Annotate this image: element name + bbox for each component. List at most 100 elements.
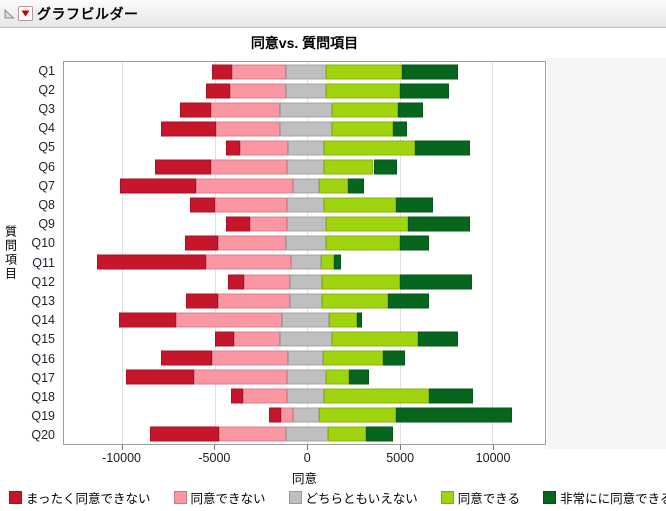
bar-segment[interactable]: [194, 369, 287, 385]
bar-segment[interactable]: [428, 388, 474, 404]
bar-segment[interactable]: [286, 388, 325, 404]
bar-segment[interactable]: [233, 331, 280, 347]
bar-segment[interactable]: [242, 388, 287, 404]
bar-segment[interactable]: [291, 254, 322, 270]
bar-segment[interactable]: [195, 178, 293, 194]
bar-segment[interactable]: [414, 140, 471, 156]
y-axis-category-label[interactable]: Q5: [38, 140, 55, 155]
bar-segment[interactable]: [407, 216, 471, 232]
bar-segment[interactable]: [327, 426, 367, 442]
bar-segment[interactable]: [321, 254, 335, 270]
bar-segment[interactable]: [212, 64, 233, 80]
legend-item[interactable]: 同意できる: [440, 488, 520, 507]
y-axis-category-label[interactable]: Q13: [31, 294, 55, 309]
bar-segment[interactable]: [225, 140, 240, 156]
bar-segment[interactable]: [205, 83, 230, 99]
y-axis-category-label[interactable]: Q9: [38, 217, 55, 232]
disclosure-triangle-icon[interactable]: [3, 7, 16, 20]
bar-segment[interactable]: [325, 369, 350, 385]
bar-segment[interactable]: [349, 369, 370, 385]
bar-segment[interactable]: [324, 197, 397, 213]
bar-segment[interactable]: [399, 274, 473, 290]
bar-segment[interactable]: [214, 197, 287, 213]
bar-segment[interactable]: [402, 64, 458, 80]
bar-segment[interactable]: [155, 159, 212, 175]
bar-segment[interactable]: [286, 197, 325, 213]
bar-segment[interactable]: [229, 83, 287, 99]
bar-segment[interactable]: [366, 426, 393, 442]
y-axis-category-label[interactable]: Q18: [31, 390, 55, 405]
bar-segment[interactable]: [324, 388, 429, 404]
bar-segment[interactable]: [397, 102, 424, 118]
bar-segment[interactable]: [289, 293, 323, 309]
bar-segment[interactable]: [326, 216, 408, 232]
bar-segment[interactable]: [292, 407, 319, 423]
bar-segment[interactable]: [332, 331, 418, 347]
bar-segment[interactable]: [286, 216, 327, 232]
y-axis-category-label[interactable]: Q4: [38, 121, 55, 136]
bar-segment[interactable]: [322, 274, 400, 290]
bar-segment[interactable]: [396, 407, 512, 423]
legend-item[interactable]: まったく同意できない: [9, 488, 151, 507]
bar-segment[interactable]: [226, 216, 251, 232]
bar-segment[interactable]: [399, 83, 450, 99]
legend-item[interactable]: 同意できない: [173, 488, 266, 507]
y-axis-category-label[interactable]: Q10: [31, 236, 55, 251]
bar-segment[interactable]: [286, 83, 326, 99]
bar-segment[interactable]: [96, 254, 207, 270]
bar-segment[interactable]: [373, 159, 398, 175]
bar-segment[interactable]: [120, 178, 196, 194]
bar-segment[interactable]: [217, 235, 287, 251]
bar-segment[interactable]: [347, 178, 364, 194]
bar-segment[interactable]: [280, 407, 293, 423]
bar-segment[interactable]: [282, 312, 329, 328]
bar-segment[interactable]: [161, 350, 213, 366]
bar-segment[interactable]: [214, 331, 234, 347]
bar-segment[interactable]: [292, 178, 320, 194]
bar-segment[interactable]: [184, 235, 218, 251]
bar-segment[interactable]: [179, 102, 212, 118]
y-axis-category-label[interactable]: Q1: [38, 63, 55, 78]
bar-segment[interactable]: [244, 274, 290, 290]
report-header-bar[interactable]: グラフビルダー: [0, 0, 666, 28]
bar-segment[interactable]: [125, 369, 195, 385]
bar-segment[interactable]: [324, 159, 374, 175]
bar-segment[interactable]: [289, 274, 323, 290]
bar-segment[interactable]: [387, 293, 430, 309]
bar-segment[interactable]: [325, 83, 400, 99]
bar-segment[interactable]: [215, 121, 280, 137]
bar-segment[interactable]: [325, 235, 400, 251]
bar-segment[interactable]: [326, 64, 403, 80]
bar-segment[interactable]: [279, 331, 333, 347]
bar-segment[interactable]: [286, 64, 327, 80]
legend-item[interactable]: どちらともいえない: [288, 488, 418, 507]
bar-segment[interactable]: [230, 388, 243, 404]
bar-segment[interactable]: [211, 159, 287, 175]
bar-segment[interactable]: [285, 426, 328, 442]
bar-segment[interactable]: [206, 254, 292, 270]
bar-segment[interactable]: [219, 426, 286, 442]
y-axis-category-label[interactable]: Q19: [31, 409, 55, 424]
bar-segment[interactable]: [119, 312, 176, 328]
bar-segment[interactable]: [211, 102, 280, 118]
bar-segment[interactable]: [318, 407, 397, 423]
y-axis-category-label[interactable]: Q11: [32, 255, 55, 270]
y-axis-category-label[interactable]: Q7: [38, 178, 55, 193]
bar-segment[interactable]: [322, 293, 388, 309]
bar-segment[interactable]: [287, 350, 323, 366]
bar-segment[interactable]: [227, 274, 244, 290]
bar-segment[interactable]: [392, 121, 407, 137]
red-triangle-menu-button[interactable]: [18, 6, 33, 21]
bar-segment[interactable]: [149, 426, 220, 442]
bar-segment[interactable]: [286, 369, 326, 385]
bar-segment[interactable]: [417, 331, 458, 347]
bar-segment[interactable]: [399, 235, 430, 251]
bar-segment[interactable]: [334, 254, 342, 270]
bar-segment[interactable]: [396, 197, 433, 213]
bar-segment[interactable]: [232, 64, 287, 80]
bar-segment[interactable]: [268, 407, 281, 423]
bar-segment[interactable]: [383, 350, 406, 366]
y-axis-category-label[interactable]: Q3: [38, 102, 55, 116]
y-axis-category-label[interactable]: Q6: [38, 159, 55, 174]
bar-segment[interactable]: [322, 350, 384, 366]
